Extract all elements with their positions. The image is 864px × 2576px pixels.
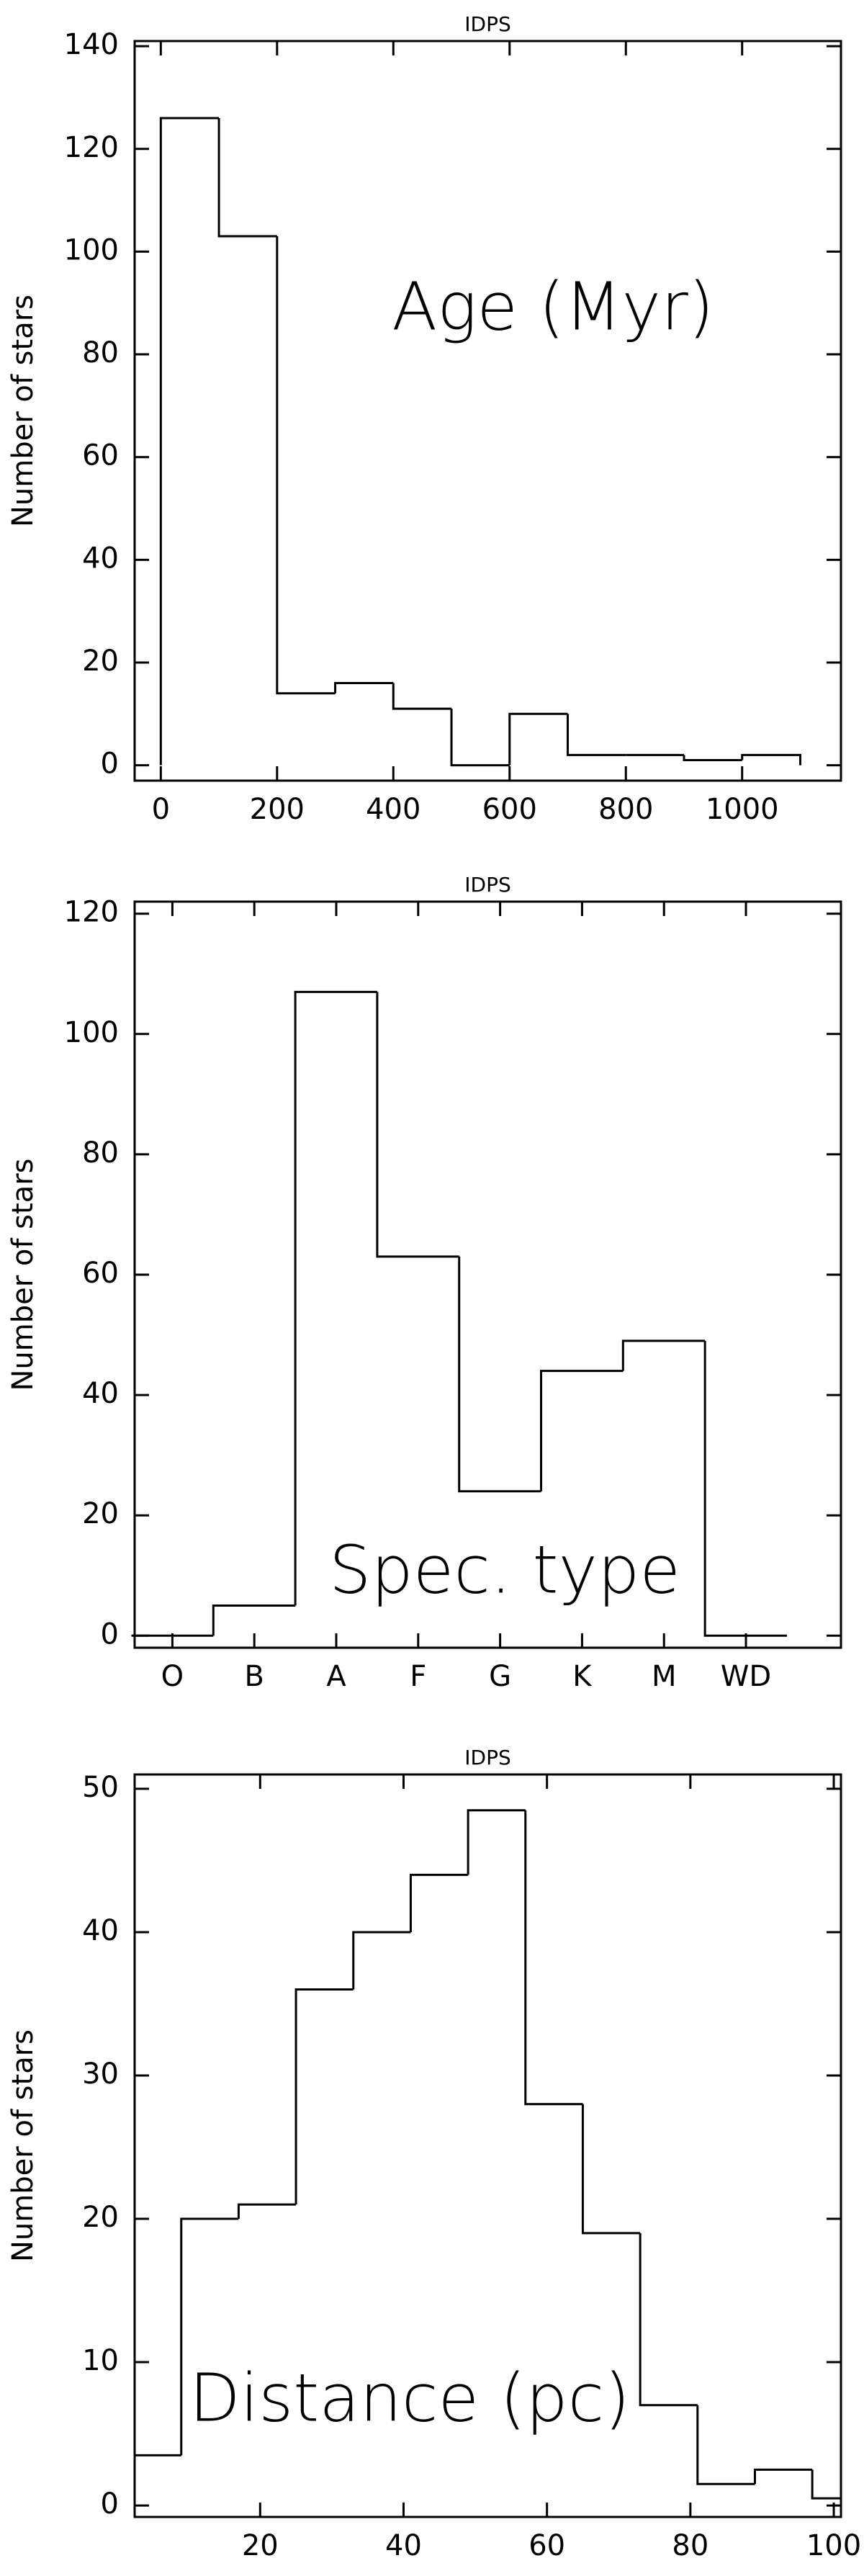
bar	[621, 1339, 706, 1371]
chart-title: IDPS	[464, 12, 510, 36]
annotation: Distance (pc)	[189, 2360, 630, 2437]
histogram-bin	[217, 117, 277, 238]
y-tick-label: 0	[101, 748, 119, 781]
histogram-bin	[392, 683, 452, 710]
y-axis-label: Number of stars	[6, 1159, 40, 1391]
y-axis-label: Number of stars	[6, 2029, 40, 2262]
y-tick-label: 120	[64, 131, 119, 164]
y-tick-label: 120	[64, 896, 119, 929]
y-tick-label: 10	[82, 2344, 119, 2377]
y-tick-label: 140	[64, 28, 119, 61]
x-tick-label: B	[244, 1660, 264, 1693]
annotation: Spec. type	[329, 1532, 680, 1609]
y-tick-label: 40	[82, 1377, 119, 1410]
x-tick-label: 100	[806, 2529, 861, 2562]
histogram-bin	[683, 755, 742, 761]
x-tick-label: 0	[152, 793, 170, 826]
histogram-bin	[467, 1809, 526, 1875]
histogram-bin	[294, 1988, 354, 2205]
y-tick-label: 100	[64, 233, 119, 266]
bar	[540, 1370, 624, 1491]
histogram-bin	[741, 753, 801, 766]
histogram-bin	[450, 709, 510, 767]
y-tick-label: 80	[82, 1136, 119, 1170]
x-tick-label: A	[326, 1660, 346, 1693]
histogram-bin	[334, 681, 394, 694]
y-tick-label: 20	[82, 1497, 119, 1530]
x-tick-label: 400	[366, 793, 420, 826]
y-tick-label: 0	[101, 2487, 119, 2521]
chart-title: IDPS	[464, 873, 510, 897]
plot-frame	[133, 40, 842, 782]
chart-title: IDPS	[464, 1746, 510, 1769]
x-tick-label: F	[410, 1660, 426, 1693]
y-axis-label: Number of stars	[6, 295, 40, 527]
histogram-bin	[409, 1873, 469, 1932]
histogram-bin	[508, 712, 568, 766]
histogram-bin	[352, 1931, 411, 1990]
x-tick-label: M	[652, 1660, 677, 1693]
x-tick-label: 200	[250, 793, 305, 826]
x-tick-label: 600	[482, 793, 537, 826]
chart: IDPS Number of stars Age (Myr) 0 20 40 60 80 100…	[6, 12, 842, 826]
annotation: Age (Myr)	[392, 269, 714, 346]
y-tick-label: 60	[82, 439, 119, 472]
bar	[458, 1256, 541, 1493]
histogram	[159, 117, 801, 767]
y-tick-label: 40	[82, 1914, 119, 1947]
x-tick-label: 60	[528, 2529, 565, 2562]
y-tick-label: 20	[82, 2201, 119, 2234]
histogram-bin	[696, 2405, 755, 2485]
histogram-bin	[276, 236, 336, 695]
y-tick-label: 60	[82, 1257, 119, 1290]
bar	[703, 1340, 787, 1637]
x-tick-label: G	[489, 1660, 511, 1693]
bar	[376, 992, 459, 1258]
chart: IDPS Number of stars Distance (pc) 0 10 20 30 4…	[6, 1746, 861, 2562]
x-tick-label: O	[161, 1660, 184, 1693]
histogram-bin	[567, 714, 626, 756]
x-tick-label: 20	[242, 2529, 279, 2562]
x-tick-label: 80	[672, 2529, 708, 2562]
histogram-bin	[135, 2454, 181, 2456]
histogram	[135, 1809, 841, 2500]
y-tick-label: 0	[101, 1617, 119, 1651]
bar	[294, 990, 377, 1606]
x-tick-label: 800	[598, 793, 653, 826]
x-tick-label: 40	[385, 2529, 422, 2562]
histogram-bin	[753, 2468, 813, 2485]
chart: IDPS Number of stars Spec. type 0 20 40 60 80 10…	[6, 873, 842, 1693]
histogram-bin	[581, 2104, 641, 2235]
histogram-bin	[159, 117, 220, 766]
histogram-bin	[639, 2232, 698, 2407]
x-tick-label: K	[572, 1660, 593, 1693]
histogram-bin	[180, 2217, 239, 2456]
x-tick-label: WD	[721, 1660, 771, 1693]
y-tick-label: 100	[64, 1016, 119, 1049]
y-tick-label: 30	[82, 2057, 119, 2091]
histogram-bin	[811, 2469, 841, 2500]
x-tick-label: 1000	[706, 793, 779, 826]
y-tick-label: 50	[82, 1771, 119, 1804]
y-tick-label: 20	[82, 645, 119, 678]
y-tick-label: 40	[82, 542, 119, 575]
histogram-bin	[237, 2203, 297, 2220]
histogram-bin	[524, 1810, 583, 2106]
bar	[212, 1605, 296, 1636]
plot-frame	[133, 1773, 842, 2518]
y-tick-label: 80	[82, 336, 119, 369]
